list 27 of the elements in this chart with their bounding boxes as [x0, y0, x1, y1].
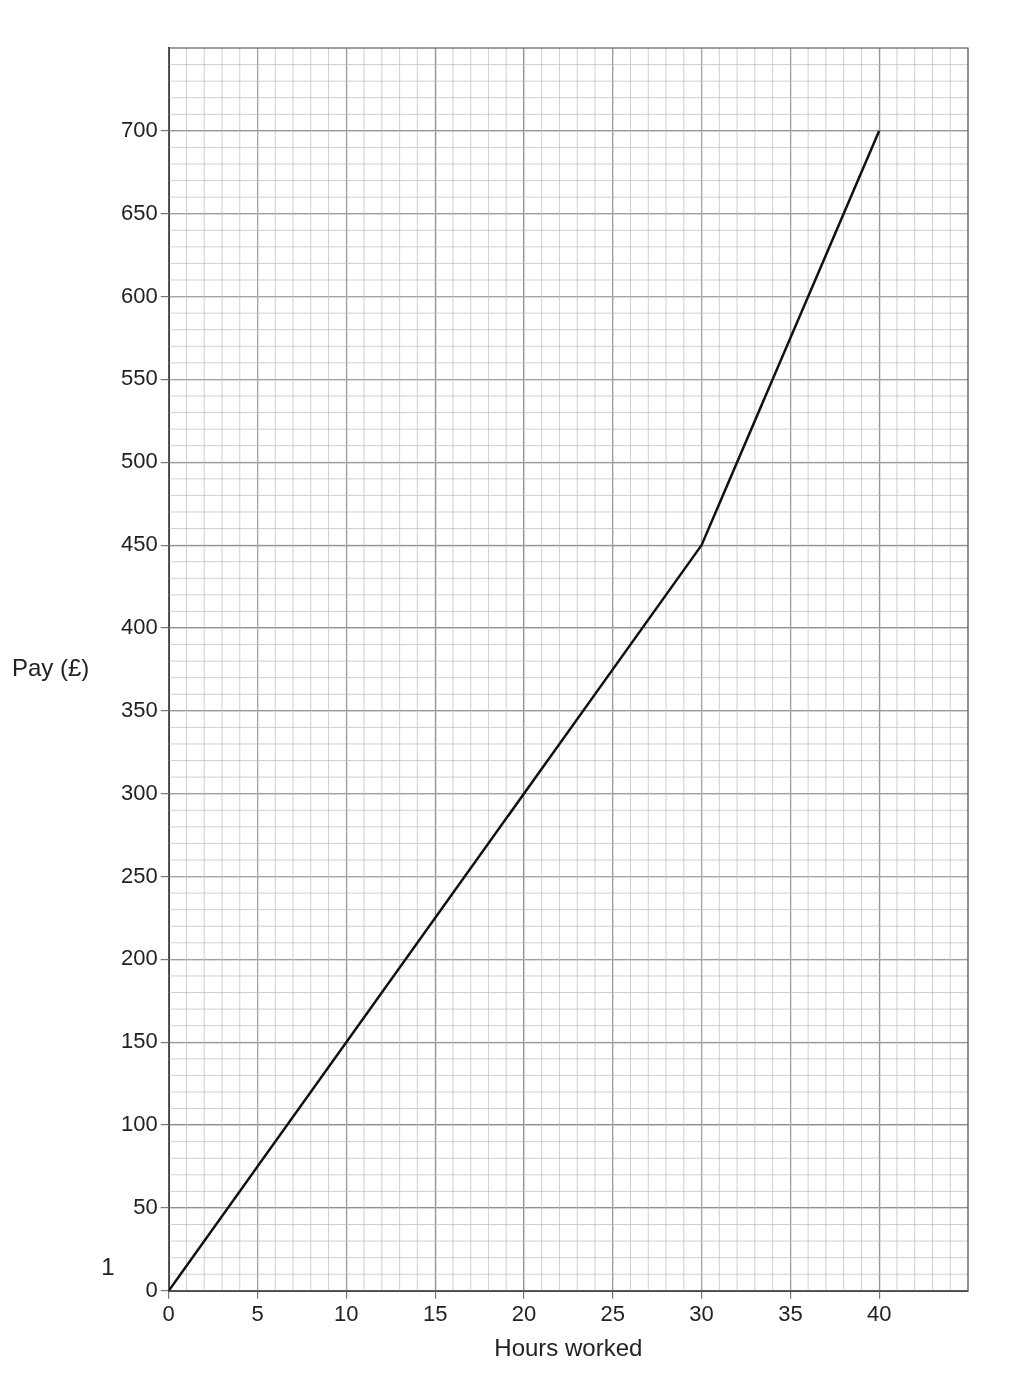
- x-tick-label: 0: [162, 1301, 175, 1327]
- y-tick-label: 200: [120, 945, 158, 971]
- x-axis-title: Hours worked: [494, 1334, 643, 1362]
- y-tick-label: 300: [120, 779, 158, 805]
- x-tick-label: 20: [511, 1301, 537, 1327]
- x-tick-label: 35: [778, 1301, 803, 1327]
- y-tick-label: 250: [120, 862, 158, 888]
- y-tick-label: 450: [120, 531, 158, 557]
- y-tick-label: 500: [120, 448, 158, 474]
- x-tick-label: 25: [600, 1301, 625, 1327]
- text: 1: [101, 1253, 115, 1281]
- y-tick-label: 100: [120, 1111, 158, 1137]
- y-tick-label: 550: [120, 365, 158, 391]
- x-tick-label: 30: [689, 1301, 714, 1327]
- y-tick-label: 150: [120, 1028, 158, 1054]
- x-tick-label: 10: [334, 1301, 359, 1327]
- y-tick-label: 600: [120, 282, 158, 308]
- x-tick-label: 40: [866, 1301, 892, 1327]
- x-tick-label: 5: [251, 1301, 264, 1327]
- y-tick-label: 650: [120, 199, 158, 225]
- y-tick-label: 50: [133, 1194, 158, 1220]
- x-tick-label: 15: [422, 1301, 448, 1327]
- y-axis-title: Pay (£): [12, 654, 90, 682]
- y-tick-label: 0: [145, 1276, 158, 1302]
- y-tick-label: 700: [120, 116, 158, 142]
- y-tick-label: 400: [120, 614, 158, 640]
- y-tick-label: 350: [120, 696, 158, 722]
